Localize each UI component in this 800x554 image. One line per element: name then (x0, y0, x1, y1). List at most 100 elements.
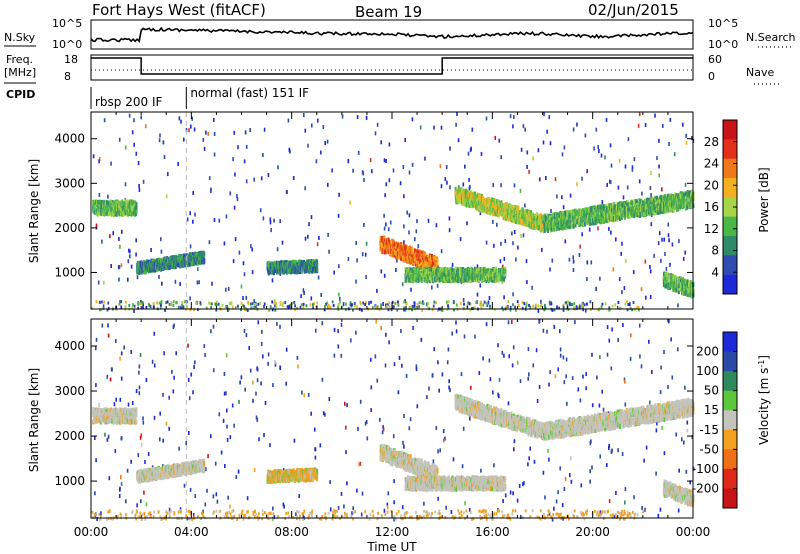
ground-scatter (250, 302, 252, 306)
echo-speck (572, 268, 575, 272)
noise-line (90, 26, 694, 43)
echo-speck (532, 156, 534, 161)
ground-scatter (197, 308, 199, 312)
echo-speck (568, 257, 571, 262)
echo-cell (104, 209, 107, 215)
echo-speck (605, 117, 608, 122)
ground-scatter (148, 304, 151, 307)
ground-scatter (273, 301, 276, 305)
ground-scatter (380, 306, 382, 310)
ground-scatter (269, 305, 272, 309)
echo-speck (625, 258, 627, 263)
echo-speck (410, 287, 412, 292)
echo-speck (317, 275, 320, 280)
ground-scatter (137, 306, 139, 310)
ground-scatter (528, 303, 530, 307)
echo-speck (650, 222, 653, 227)
echo-speck (563, 145, 566, 150)
echo-speck (595, 286, 597, 291)
ground-scatter (627, 303, 630, 306)
echo-speck (193, 127, 196, 132)
echo-speck (678, 239, 680, 244)
echo-speck (356, 115, 359, 120)
echo-speck (600, 153, 603, 158)
echo-speck (300, 294, 302, 299)
echo-speck (138, 188, 141, 192)
ground-scatter (228, 302, 231, 306)
ground-scatter (486, 304, 489, 308)
ground-scatter (254, 306, 257, 310)
echo-speck (617, 185, 620, 190)
echo-speck (376, 122, 379, 127)
echo-speck (457, 138, 460, 143)
echo-speck (451, 262, 454, 267)
ground-scatter (160, 303, 162, 307)
ground-scatter (255, 304, 257, 308)
echo-speck (130, 264, 133, 269)
ground-scatter (586, 302, 588, 306)
echo-speck (584, 308, 587, 313)
ground-scatter (509, 305, 512, 309)
ground-scatter (293, 300, 296, 304)
echo-speck (664, 252, 666, 256)
ground-scatter (467, 301, 470, 305)
echo-speck (158, 138, 161, 143)
echo-cell (517, 205, 520, 211)
ground-scatter (353, 301, 356, 305)
echo-speck (208, 240, 211, 245)
ground-scatter (221, 303, 224, 307)
echo-speck (511, 231, 513, 236)
echo-speck (118, 265, 121, 269)
echo-speck (462, 182, 465, 187)
ground-scatter (230, 302, 232, 306)
echo-cell (380, 243, 383, 248)
ground-scatter (583, 303, 586, 307)
echo-speck (245, 179, 248, 184)
echo-speck (485, 116, 488, 121)
echo-speck (644, 259, 647, 264)
echo-speck (163, 155, 166, 159)
echo-speck (243, 272, 246, 277)
echo-speck (556, 194, 558, 199)
echo-speck (124, 182, 127, 187)
ground-scatter (137, 301, 139, 304)
ground-scatter (529, 305, 532, 309)
ground-scatter (637, 308, 640, 312)
ground-scatter (435, 301, 437, 305)
echo-cell (126, 199, 129, 205)
echo-speck (494, 135, 497, 140)
echo-speck (328, 249, 330, 254)
echo-speck (303, 113, 305, 118)
echo-speck (492, 219, 494, 224)
ground-scatter (251, 302, 254, 306)
echo-speck (537, 148, 540, 153)
ground-scatter (514, 305, 516, 309)
echo-speck (382, 302, 384, 306)
echo-speck (572, 127, 575, 132)
echo-speck (128, 113, 131, 118)
echo-speck (588, 227, 591, 232)
echo-speck (403, 224, 405, 229)
echo-cell (390, 243, 393, 249)
echo-speck (503, 256, 506, 261)
ground-scatter (214, 303, 217, 306)
ground-scatter (279, 301, 282, 305)
echo-speck (446, 180, 448, 185)
ground-scatter (601, 302, 604, 306)
echo-speck (347, 257, 350, 261)
echo-cell (120, 206, 123, 212)
ground-scatter (91, 306, 93, 310)
echo-speck (327, 232, 329, 237)
echo-speck (253, 177, 255, 182)
echo-speck (240, 284, 243, 289)
echo-speck (403, 194, 405, 199)
freq-tick-high: 18 (64, 53, 78, 66)
freq-label-1: Freq. (6, 53, 33, 66)
echo-speck (208, 176, 211, 181)
echo-speck (433, 125, 435, 130)
nave-label: Nave (746, 66, 774, 79)
ground-scatter (218, 306, 221, 310)
echo-speck (225, 287, 227, 292)
echo-speck (444, 177, 447, 182)
